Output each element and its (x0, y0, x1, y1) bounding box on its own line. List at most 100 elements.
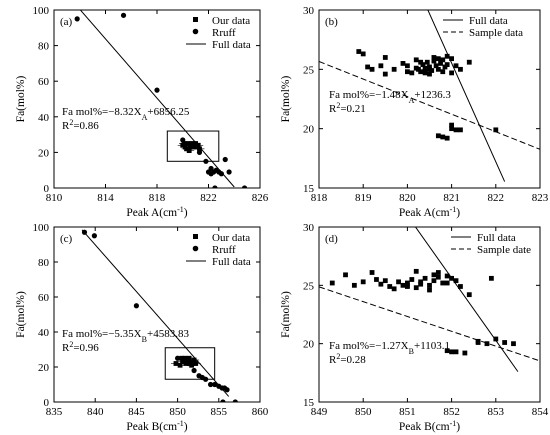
legend-label: Full data (212, 39, 251, 51)
data-point-rruff (185, 360, 191, 367)
legend-label: Full data (469, 15, 508, 27)
x-tick-label: 822 (200, 192, 217, 204)
data-point-our (431, 272, 437, 278)
legend-swatch-square (193, 17, 198, 22)
data-point-our (181, 357, 187, 363)
x-tick-label: 840 (87, 406, 104, 418)
legend-label: Sample data (469, 27, 523, 39)
y-tick-label: 60 (38, 292, 50, 304)
fit-equation: Fa mol%=−8.32XA+6856.25 (62, 106, 190, 122)
y-axis-label: Fa(mol%) (280, 76, 292, 123)
data-point-our (449, 122, 454, 128)
data-point-our (449, 70, 454, 76)
data-point-our (431, 55, 437, 60)
panel-label: (b) (325, 16, 338, 28)
data-point-our (453, 127, 459, 133)
zoom-inset-box (166, 130, 220, 162)
r-squared-value: =0.28 (340, 354, 366, 366)
data-point-our (191, 357, 197, 363)
legend-label: Full data (212, 256, 251, 268)
panel-d: 849 850 851 852 853 854 15 20 25 30 Peak B(cm-1) Fa… (280, 222, 549, 433)
data-point-our (356, 49, 362, 54)
data-point-our (387, 284, 393, 289)
fit-equation-sub: A (409, 96, 415, 105)
r-squared: R2=0.96 (62, 340, 99, 355)
data-point-our (453, 278, 459, 284)
fit-line-dashed (319, 286, 540, 362)
data-point-our (360, 279, 366, 285)
data-point-our (378, 63, 384, 69)
data-point-our (197, 146, 202, 152)
x-axis-label-close: ) (456, 207, 460, 219)
x-axis-label-sup: -1 (177, 419, 184, 428)
data-point-our (177, 362, 183, 368)
data-point-our (184, 146, 190, 152)
x-axis-label-main: Peak A(cm (399, 207, 450, 219)
x-tick-label: 822 (488, 192, 505, 204)
data-point-our (444, 62, 450, 67)
x-axis-label-main: Peak B(cm (399, 421, 450, 433)
data-point-our (181, 141, 187, 146)
data-point-our (382, 71, 388, 77)
data-point-rruff (180, 137, 186, 143)
x-axis-label-close: ) (184, 207, 188, 219)
y-tick-label: 60 (38, 76, 50, 88)
data-point-our (186, 148, 192, 154)
data-point-our (400, 61, 406, 66)
data-point-rruff (120, 12, 127, 18)
data-point-our (427, 287, 432, 293)
panel-label: (c) (60, 233, 73, 245)
legend-label: Our data (212, 232, 250, 244)
panel-c: 835 840 845 850 855 860 0 20 40 60 80 100 Peak B(cm-… (15, 222, 269, 433)
data-point-our (462, 350, 468, 356)
data-point-our (427, 66, 432, 72)
data-point-our (405, 282, 410, 288)
x-tick-label: 849 (311, 406, 328, 418)
data-point-our (453, 63, 459, 69)
data-point-our (431, 278, 437, 284)
data-point-rruff (133, 303, 139, 309)
y-axis-label: Fa(mol%) (15, 291, 27, 338)
data-point-our (449, 275, 454, 281)
plot-frame (318, 9, 541, 189)
x-tick-label: 821 (443, 192, 460, 204)
data-point-our (433, 63, 439, 69)
panel-a: 810 814 818 822 826 0 20 40 60 80 100 Peak A(cm-1) F… (15, 5, 269, 219)
y-tick-label: 80 (38, 41, 50, 53)
data-point-our (409, 70, 415, 76)
data-point-our (466, 59, 472, 65)
x-tick-label: 845 (128, 406, 145, 418)
y-tick-label: 20 (303, 124, 315, 136)
data-point-our (444, 53, 450, 59)
data-point-our (502, 340, 508, 345)
y-tick-label: 100 (33, 222, 50, 234)
fit-equation: Fa mol%=−1.48XA+1236.3 (329, 89, 451, 105)
data-point-our (488, 275, 494, 281)
data-point-our (435, 56, 441, 62)
x-axis-label: Peak B(cm-1) (126, 419, 187, 434)
legend-label: Rruff (212, 27, 236, 39)
data-point-our (458, 66, 463, 72)
data-point-our (440, 280, 446, 286)
data-point-our (444, 273, 450, 279)
data-point-our (400, 282, 406, 288)
fit-equation-main: Fa mol%=−8.32X (62, 106, 142, 118)
data-point-rruff (224, 387, 230, 393)
r-squared-label: R (62, 120, 70, 132)
x-axis-label-sup: -1 (450, 205, 457, 214)
data-point-rruff (218, 171, 224, 177)
legend-swatch-square (193, 234, 198, 239)
data-point-our (449, 56, 454, 62)
data-point-our (351, 282, 357, 288)
fit-line-solid (81, 229, 230, 397)
data-point-our (343, 272, 348, 278)
panel-label: (d) (325, 233, 338, 245)
y-tick-label: 20 (38, 362, 50, 374)
data-point-our (194, 144, 200, 150)
plot-area (81, 229, 238, 402)
data-point-our (413, 285, 419, 291)
data-point-rruff (175, 355, 181, 361)
